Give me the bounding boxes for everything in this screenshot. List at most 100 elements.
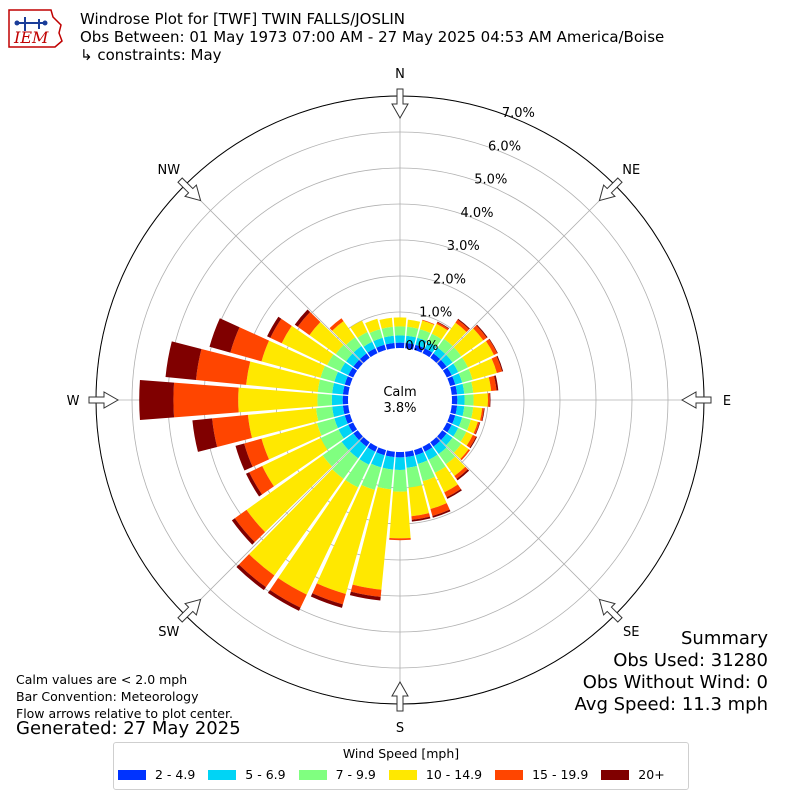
windrose-bar-segment xyxy=(165,341,202,380)
windrose-bar-segment xyxy=(359,353,370,363)
windrose-bar-segment xyxy=(316,406,334,421)
windrose-bar-segment xyxy=(331,394,343,406)
windrose-bar-segment xyxy=(433,347,446,359)
compass-label: E xyxy=(723,394,731,409)
summary-obs-without-wind: Obs Without Wind: 0 xyxy=(582,672,768,693)
windrose-bar-segment xyxy=(269,578,307,608)
legend-item: 20+ xyxy=(601,767,665,782)
windrose-bar-segment xyxy=(460,431,473,446)
grid-spoke xyxy=(184,436,364,616)
windrose-bar-segment xyxy=(345,459,369,488)
legend-swatch xyxy=(495,769,524,780)
windrose-bar-segment xyxy=(471,377,492,393)
flow-arrow-icon xyxy=(177,598,202,623)
windrose-bar-segment xyxy=(395,335,405,343)
grid-spoke xyxy=(184,184,364,364)
compass-label: S xyxy=(396,721,404,736)
windrose-bar-segment xyxy=(350,584,382,597)
windrose-bar-segment xyxy=(462,381,474,394)
windrose-bar-segment xyxy=(249,466,274,495)
windrose-bar-segment xyxy=(261,423,322,460)
windrose-bar-segment xyxy=(363,341,376,353)
legend-label: 10 - 14.9 xyxy=(425,767,483,782)
windrose-bar-segment xyxy=(422,476,447,510)
windrose-bar-segment xyxy=(458,417,471,431)
windrose-bar-segment xyxy=(462,341,494,368)
windrose-bar-segment xyxy=(442,367,452,378)
windrose-bar-segment xyxy=(452,415,463,427)
flow-note: Flow arrows relative to plot center. xyxy=(16,706,233,721)
grid-spoke xyxy=(436,436,616,616)
compass-label: SE xyxy=(623,625,639,640)
windrose-bar-segment xyxy=(230,327,270,362)
windrose-bar-segment xyxy=(467,419,478,434)
windrose-bar-segment xyxy=(395,342,405,349)
windrose-bar-segment xyxy=(450,385,458,395)
windrose-bar-segment xyxy=(173,382,239,418)
windrose-bar-segment xyxy=(476,324,488,338)
windrose-bar-segment xyxy=(294,309,311,327)
radial-tick-label: 4.0% xyxy=(460,206,493,221)
windrose-bar-segment xyxy=(332,321,356,345)
windrose-bar-segment xyxy=(437,359,447,370)
windrose-bar-segment xyxy=(344,376,353,387)
windrose-bar-segment xyxy=(383,335,395,345)
windrose-bar-segment xyxy=(442,422,452,433)
windrose-bar-segment xyxy=(430,353,441,363)
windrose-bar-segment xyxy=(422,348,433,358)
windrose-bar-segment xyxy=(320,429,344,450)
windrose-bar-segment xyxy=(441,433,453,446)
windrose-bar-segment xyxy=(359,447,376,465)
windrose-bar-segment xyxy=(415,337,427,348)
windrose-bar-segment xyxy=(438,447,456,465)
radial-tick-label: 1.0% xyxy=(419,306,452,321)
windrose-bar-segment xyxy=(247,408,319,438)
logo-text: IEM xyxy=(14,28,49,47)
windrose-bar-segment xyxy=(139,379,175,421)
windrose-bar-segment xyxy=(332,405,345,417)
windrose-bar-segment xyxy=(195,349,251,385)
windrose-bar-segment xyxy=(389,537,411,541)
windrose-bar-segment xyxy=(246,361,320,392)
windrose-bar-segment xyxy=(453,357,468,373)
windrose-bar-segment xyxy=(446,347,462,363)
flow-arrow-icon xyxy=(391,680,409,712)
windrose-bar-segment xyxy=(348,367,358,378)
legend-items: 2 - 4.9 5 - 6.9 7 - 9.9 10 - 14.9 15 - 19.9 2… xyxy=(118,767,678,782)
windrose-bar-segment xyxy=(389,491,411,539)
windrose-bar-segment xyxy=(436,322,449,331)
legend-title: Wind Speed [mph] xyxy=(342,746,460,761)
windrose-bar-segment xyxy=(453,328,484,357)
summary-obs-used: Obs Used: 31280 xyxy=(613,650,768,671)
windrose-bar-segment xyxy=(338,424,353,439)
windrose-bar-segment xyxy=(320,365,338,382)
windrose-bar-segment xyxy=(433,441,447,454)
windrose-bar-segment xyxy=(209,318,240,353)
windrose-bar-segment xyxy=(329,318,344,331)
flow-arrow-icon xyxy=(680,391,712,409)
windrose-bar-segment xyxy=(406,466,422,488)
windrose-bar-segment xyxy=(385,342,395,350)
windrose-bar-segment xyxy=(473,393,489,407)
windrose-bar-segment xyxy=(369,329,383,342)
legend-label: 7 - 9.9 xyxy=(335,767,376,782)
windrose-bar-segment xyxy=(488,338,498,354)
windrose-bar-segment xyxy=(453,427,467,442)
windrose-bar-segment xyxy=(249,469,344,576)
windrose-bar-segment xyxy=(485,339,498,355)
radial-tick-label: 5.0% xyxy=(474,173,507,188)
windrose-bar-segment xyxy=(460,449,471,461)
legend: Wind Speed [mph] 2 - 4.9 5 - 6.9 7 - 9.9 10… xyxy=(113,742,689,790)
legend-swatch xyxy=(208,769,237,780)
windrose-bar-segment xyxy=(462,406,474,419)
windrose-chart: 0.0% 1.0% 2.0% 3.0% 4.0% 5.0% 6.0% 7.0% Calm3.8%… xyxy=(67,67,732,736)
windrose-bar-segment xyxy=(332,451,359,479)
flow-arrow-icon xyxy=(598,598,623,623)
windrose-bar-segment xyxy=(447,413,456,424)
windrose-bar-segment xyxy=(417,329,431,342)
windrose-bar-segment xyxy=(480,408,484,421)
windrose-bar-segment xyxy=(235,443,253,471)
chart-title: Windrose Plot for [TWF] TWIN FALLS/JOSLI… xyxy=(80,10,406,28)
windrose-bar-segment xyxy=(246,455,332,533)
windrose-bar-segment xyxy=(349,441,367,459)
